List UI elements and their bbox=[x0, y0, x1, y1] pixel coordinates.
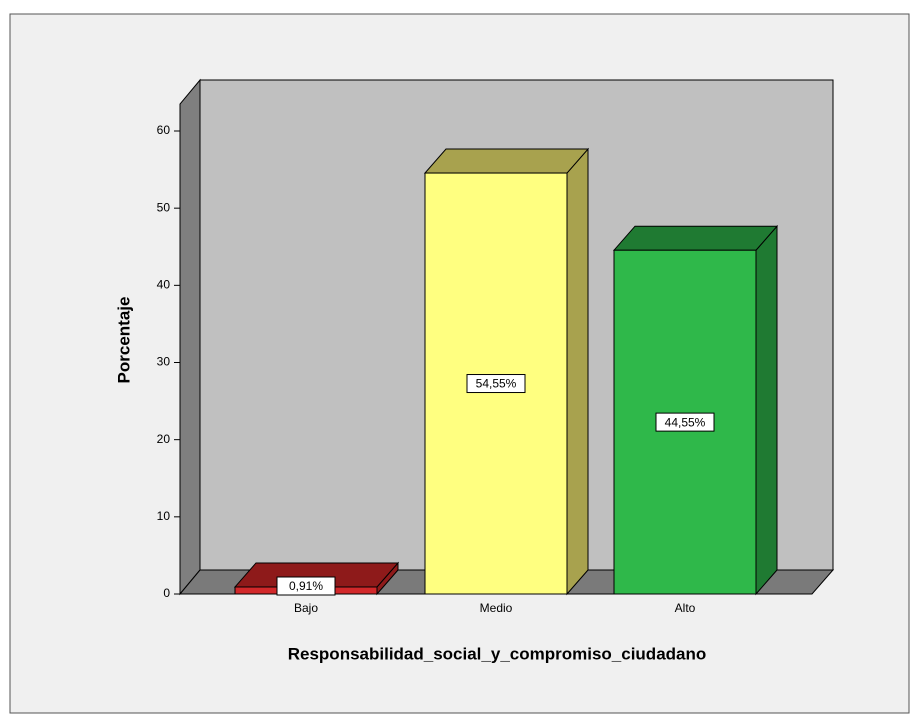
y-tick-label: 10 bbox=[157, 509, 171, 523]
x-tick-label: Bajo bbox=[294, 601, 318, 615]
bar-side bbox=[566, 147, 589, 596]
value-label: 0,91% bbox=[289, 579, 323, 593]
bar-top bbox=[612, 225, 779, 251]
y-tick-label: 0 bbox=[163, 586, 170, 600]
y-tick-label: 30 bbox=[157, 355, 171, 369]
y-tick-label: 40 bbox=[157, 278, 171, 292]
x-axis-title: Responsabilidad_social_y_compromiso_ciud… bbox=[288, 644, 707, 663]
x-tick-label: Alto bbox=[675, 601, 696, 615]
value-label: 44,55% bbox=[665, 415, 706, 429]
x-tick-label: Medio bbox=[480, 601, 513, 615]
side-wall bbox=[179, 78, 201, 596]
y-tick-label: 60 bbox=[157, 123, 171, 137]
value-label-box bbox=[655, 412, 715, 432]
y-axis-title: Porcentaje bbox=[114, 297, 133, 384]
value-label-box bbox=[276, 576, 336, 596]
bar-side bbox=[755, 224, 778, 596]
value-label-box bbox=[466, 374, 526, 394]
y-tick-label: 50 bbox=[157, 200, 171, 214]
bar-top bbox=[423, 148, 590, 174]
y-tick-label: 20 bbox=[157, 432, 171, 446]
value-label: 54,55% bbox=[476, 377, 517, 391]
